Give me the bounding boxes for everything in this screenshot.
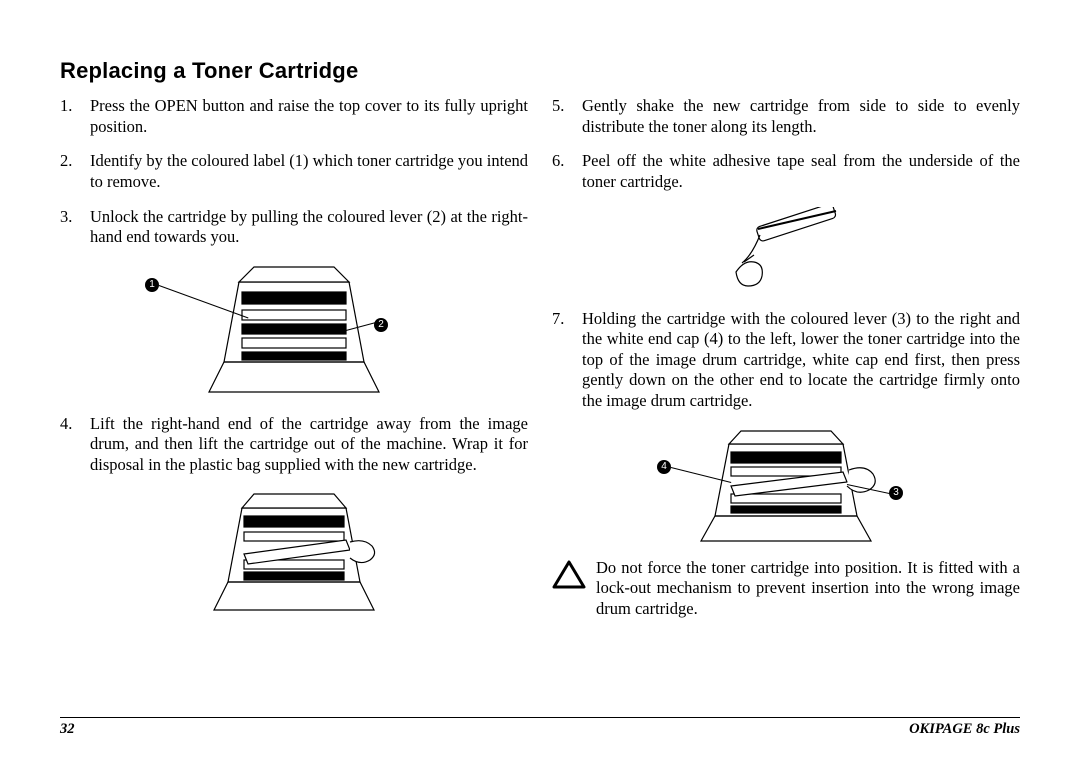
page-footer: 32 OKIPAGE 8c Plus [60, 717, 1020, 738]
step-number: 5. [552, 96, 582, 137]
callout-4: 4 [657, 460, 671, 474]
step-1: 1. Press the OPEN button and raise the t… [60, 96, 528, 137]
left-column: 1. Press the OPEN button and raise the t… [60, 96, 528, 627]
step-number: 6. [552, 151, 582, 192]
step-4: 4. Lift the right-hand end of the cartri… [60, 414, 528, 476]
steps-list-right-2: 7. Holding the cartridge with the colour… [552, 309, 1020, 412]
figure-4: 4 3 [552, 426, 1020, 546]
cartridge-peel-illustration [726, 207, 846, 297]
step-text: Holding the cartridge with the coloured … [582, 309, 1020, 412]
step-5: 5. Gently shake the new cartridge from s… [552, 96, 1020, 137]
step-text: Lift the right-hand end of the cartridge… [90, 414, 528, 476]
figure-2 [60, 490, 528, 615]
step-number: 3. [60, 207, 90, 248]
printer-insert-illustration [661, 426, 911, 546]
right-column: 5. Gently shake the new cartridge from s… [552, 96, 1020, 627]
figure-3 [552, 207, 1020, 297]
figure-1: 1 2 [60, 262, 528, 402]
callout-3: 3 [889, 486, 903, 500]
step-6: 6. Peel off the white adhesive tape seal… [552, 151, 1020, 192]
steps-list-left: 1. Press the OPEN button and raise the t… [60, 96, 528, 248]
printer-hand-illustration [194, 490, 394, 615]
step-text: Peel off the white adhesive tape seal fr… [582, 151, 1020, 192]
step-3: 3. Unlock the cartridge by pulling the c… [60, 207, 528, 248]
steps-list-left-2: 4. Lift the right-hand end of the cartri… [60, 414, 528, 476]
product-name: OKIPAGE 8c Plus [909, 721, 1020, 738]
step-number: 7. [552, 309, 582, 412]
steps-list-right: 5. Gently shake the new cartridge from s… [552, 96, 1020, 193]
step-number: 2. [60, 151, 90, 192]
step-number: 1. [60, 96, 90, 137]
step-2: 2. Identify by the coloured label (1) wh… [60, 151, 528, 192]
step-text: Press the OPEN button and raise the top … [90, 96, 528, 137]
callout-2: 2 [374, 318, 388, 332]
caution-text: Do not force the toner cartridge into po… [596, 558, 1020, 620]
step-text: Unlock the cartridge by pulling the colo… [90, 207, 528, 248]
step-text: Identify by the coloured label (1) which… [90, 151, 528, 192]
caution-icon [552, 560, 586, 590]
step-number: 4. [60, 414, 90, 476]
step-text: Gently shake the new cartridge from side… [582, 96, 1020, 137]
content-columns: 1. Press the OPEN button and raise the t… [60, 96, 1020, 627]
printer-open-illustration [179, 262, 409, 402]
page-number: 32 [60, 721, 75, 738]
step-7: 7. Holding the cartridge with the colour… [552, 309, 1020, 412]
callout-1: 1 [145, 278, 159, 292]
page-heading: Replacing a Toner Cartridge [60, 58, 1020, 84]
caution-note: Do not force the toner cartridge into po… [552, 558, 1020, 620]
